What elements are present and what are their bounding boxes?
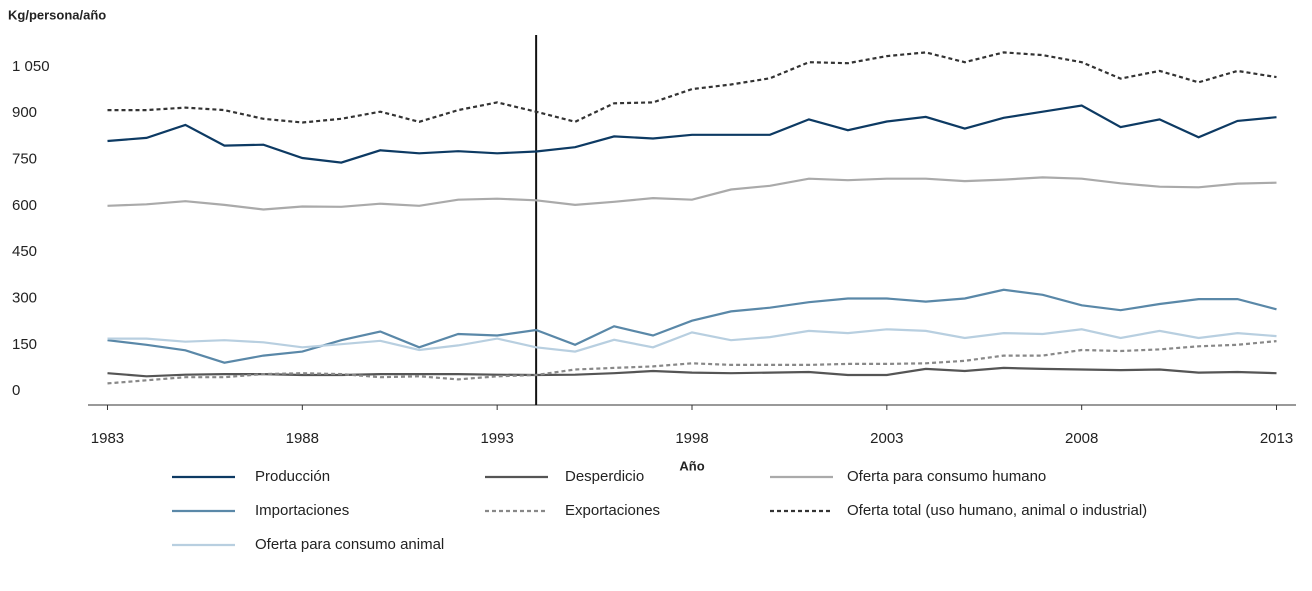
- series-line: [107, 366, 1277, 378]
- x-axis-label: Año: [679, 458, 704, 473]
- x-tick-label: 2013: [1260, 430, 1293, 447]
- series-line: [107, 328, 1277, 353]
- y-tick-label: 150: [12, 336, 37, 353]
- x-tick-label: 1993: [480, 430, 513, 447]
- x-tick-label: 2008: [1065, 430, 1098, 447]
- legend-label: Producción: [255, 468, 330, 485]
- x-tick-label: 1983: [91, 430, 124, 447]
- y-tick-label: 750: [12, 150, 37, 167]
- series-line: [107, 104, 1277, 164]
- legend-label: Importaciones: [255, 502, 349, 519]
- series-line: [107, 176, 1277, 211]
- y-tick-label: 300: [12, 289, 37, 306]
- y-tick-label: 600: [12, 197, 37, 214]
- legend-label: Oferta para consumo humano: [847, 468, 1046, 485]
- legend-label: Oferta para consumo animal: [255, 536, 444, 553]
- y-tick-label: 1 050: [12, 58, 50, 75]
- x-tick-label: 1988: [286, 430, 319, 447]
- series-line: [107, 340, 1277, 385]
- x-tick-label: 2003: [870, 430, 903, 447]
- series-line: [107, 51, 1277, 124]
- y-tick-label: 450: [12, 243, 37, 260]
- y-tick-label: 900: [12, 104, 37, 121]
- y-axis-label: Kg/persona/año: [8, 7, 106, 22]
- series-line: [107, 288, 1277, 364]
- legend-label: Desperdicio: [565, 468, 644, 485]
- legend-label: Oferta total (uso humano, animal o indus…: [847, 502, 1147, 519]
- y-tick-label: 0: [12, 382, 20, 399]
- legend-label: Exportaciones: [565, 502, 660, 519]
- x-tick-label: 1998: [675, 430, 708, 447]
